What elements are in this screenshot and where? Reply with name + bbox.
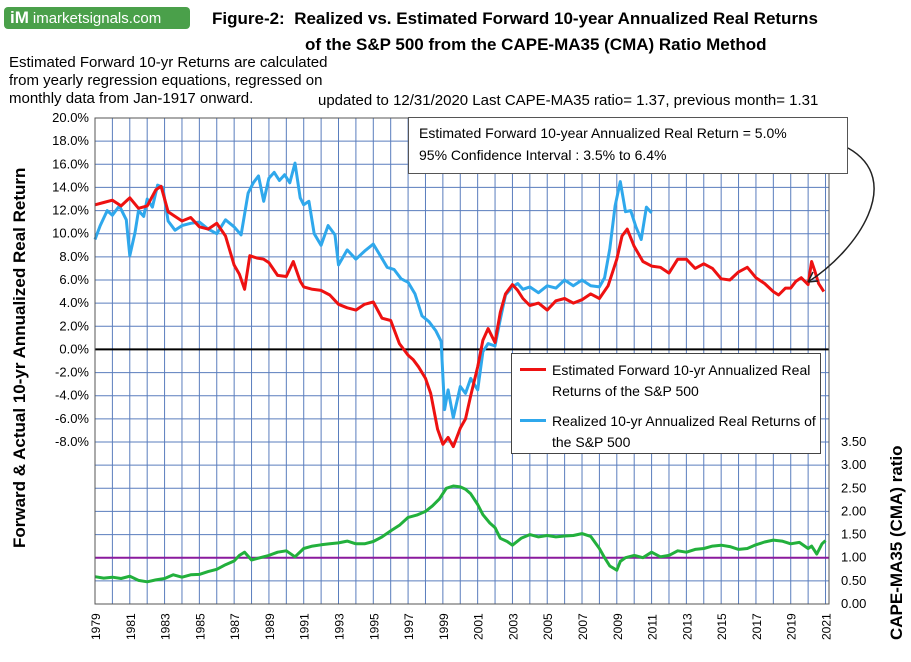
estimate-callout: Estimated Forward 10-year Annualized Rea… (408, 117, 848, 174)
x-tick-label: 1981 (124, 613, 138, 640)
left-tick-label: 14.0% (52, 179, 89, 194)
x-tick-label: 2013 (680, 613, 694, 640)
x-tick-label: 1995 (367, 613, 381, 640)
note-line-2: from yearly regression equations, regres… (9, 72, 323, 89)
logo-text: imarketsignals.com (32, 10, 162, 27)
legend: Estimated Forward 10-yr Annualized Real … (511, 353, 821, 454)
axes: 1979 1981 1983 1985 1987 1989 1991 1993 1995 1997… (52, 110, 866, 640)
x-tick-label: 1985 (193, 613, 207, 640)
realized-returns-line (93, 161, 653, 420)
callout-line-1: Estimated Forward 10-year Annualized Rea… (419, 125, 787, 141)
left-tick-label: 10.0% (52, 226, 89, 241)
left-axis-label: Forward & Actual 10-yr Annualized Real R… (10, 168, 29, 548)
reference-lines (95, 348, 829, 559)
legend-label-estimated: Estimated Forward 10-yr Annualized Real … (552, 362, 811, 399)
left-tick-label: 2.0% (59, 318, 89, 333)
left-tick-label: 20.0% (52, 110, 89, 125)
x-tick-label: 2001 (472, 613, 486, 640)
callout-arrow (807, 147, 875, 283)
series-lines (93, 161, 827, 584)
x-tick-label: 1987 (228, 613, 242, 640)
legend-swatch-estimated (520, 368, 546, 371)
right-tick-label: 0.00 (841, 596, 866, 611)
left-tick-label: 12.0% (52, 203, 89, 218)
method-note: Estimated Forward 10-yr Returns are calc… (9, 54, 369, 108)
left-tick-label: 4.0% (59, 295, 89, 310)
updated-text: updated to 12/31/2020 Last CAPE-MA35 rat… (318, 92, 819, 109)
callout-arrow-head (807, 271, 819, 283)
x-tick-label: 2015 (715, 613, 729, 640)
left-tick-label: 8.0% (59, 249, 89, 264)
right-tick-label: 3.00 (841, 457, 866, 472)
left-tick-label: -6.0% (55, 411, 89, 426)
x-tick-label: 1999 (437, 613, 451, 640)
left-tick-label: 18.0% (52, 133, 89, 148)
cma-ratio-line (94, 484, 827, 584)
x-tick-label: 2021 (820, 613, 834, 640)
left-tick-label: -4.0% (55, 388, 89, 403)
right-tick-label: 2.50 (841, 480, 866, 495)
figure-title: Figure-2: Realized vs. Estimated Forward… (212, 6, 911, 58)
legend-label-realized: Realized 10-yr Annualized Real Returns o… (552, 413, 816, 450)
right-tick-label: 1.00 (841, 550, 866, 565)
right-tick-label: 2.00 (841, 503, 866, 518)
site-logo: iM imarketsignals.com (4, 7, 190, 29)
logo-mark: iM (10, 8, 29, 27)
right-tick-label: 0.50 (841, 573, 866, 588)
right-tick-label: 3.50 (841, 434, 866, 449)
x-tick-label: 2017 (750, 613, 764, 640)
note-line-1: Estimated Forward 10-yr Returns are calc… (9, 54, 328, 71)
left-tick-label: 6.0% (59, 272, 89, 287)
title-line-1: Realized vs. Estimated Forward 10-year A… (294, 9, 818, 28)
legend-swatch-realized (520, 419, 546, 422)
x-tick-label: 2009 (611, 613, 625, 640)
x-tick-label: 1983 (159, 613, 173, 640)
callout-line-2: 95% Confidence Interval : 3.5% to 6.4% (419, 147, 667, 163)
x-tick-label: 2005 (541, 613, 555, 640)
figure-label: Figure-2: (212, 9, 285, 28)
x-tick-label: 1989 (263, 613, 277, 640)
right-tick-label: 1.50 (841, 527, 866, 542)
x-tick-label: 1993 (333, 613, 347, 640)
left-tick-label: -2.0% (55, 365, 89, 380)
x-tick-label: 2003 (506, 613, 520, 640)
x-tick-label: 1979 (89, 613, 103, 640)
left-tick-label: -8.0% (55, 434, 89, 449)
left-tick-label: 16.0% (52, 156, 89, 171)
left-tick-label: 0.0% (59, 341, 89, 356)
x-tick-label: 2007 (576, 613, 590, 640)
note-line-3: monthly data from Jan-1917 onward. (9, 90, 254, 107)
x-tick-label: 1997 (402, 613, 416, 640)
x-tick-label: 2019 (785, 613, 799, 640)
x-tick-label: 1991 (298, 613, 312, 640)
x-tick-label: 2011 (646, 614, 660, 640)
estimated-returns-line (94, 184, 826, 449)
right-axis-label: CAPE-MA35 (CMA) ratio (887, 445, 906, 640)
title-line-2: of the S&P 500 from the CAPE-MA35 (CMA) … (305, 35, 767, 54)
